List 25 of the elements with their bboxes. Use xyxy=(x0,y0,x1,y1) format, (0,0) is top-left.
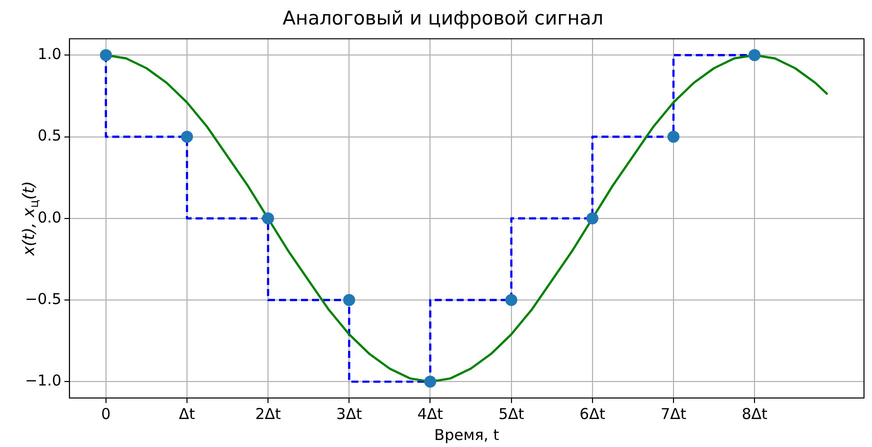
x-tick-label: 2Δt xyxy=(255,404,282,423)
x-tick-label: 6Δt xyxy=(580,404,606,423)
y-tick-label: 0.0 xyxy=(38,208,62,226)
point xyxy=(424,376,436,388)
x-axis-title: Время, t xyxy=(434,426,500,444)
point xyxy=(505,294,518,306)
point xyxy=(667,130,680,143)
chart-title: Аналоговый и цифровой сигнал xyxy=(282,7,604,30)
x-tick-label: 5Δt xyxy=(498,404,524,423)
point xyxy=(180,130,193,143)
x-tick-label: 3Δt xyxy=(336,404,362,423)
x-tick-label: 8Δt xyxy=(742,404,768,423)
point xyxy=(586,212,598,224)
point xyxy=(343,294,356,306)
x-tick-label: 7Δt xyxy=(660,404,686,423)
x-tick-label: 4Δt xyxy=(417,404,444,423)
point xyxy=(748,49,761,62)
x-tick-label: 0 xyxy=(101,404,111,423)
y-tick-label: 1.0 xyxy=(38,45,62,64)
y-tick-label: −0.5 xyxy=(24,290,62,308)
point xyxy=(100,49,112,62)
y-tick-label: −1.0 xyxy=(24,372,62,390)
y-tick-label: 0.5 xyxy=(38,126,62,145)
x-tick-label: Δt xyxy=(178,404,196,423)
point xyxy=(262,212,274,224)
